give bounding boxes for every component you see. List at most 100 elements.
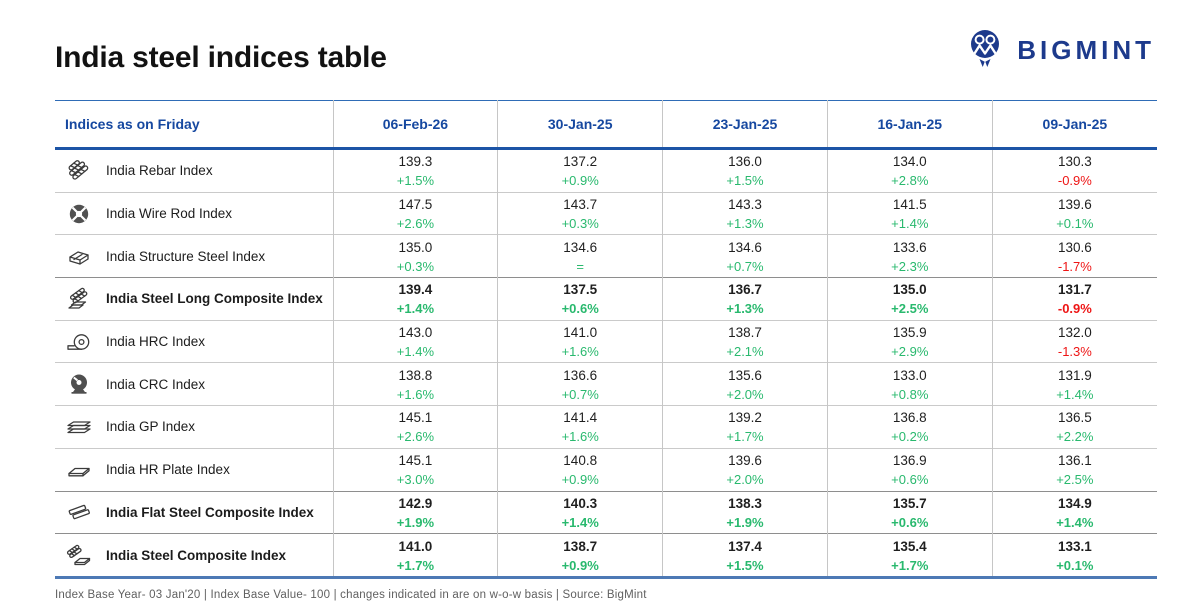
wow-change: +2.0%	[726, 386, 764, 402]
table-row: India HR Plate Index 145.1 +3.0% 140.8 +0.9…	[55, 448, 1157, 491]
index-value: 130.6	[1057, 239, 1092, 255]
wow-change: -0.9%	[1057, 173, 1092, 189]
index-value-cell: 130.3 -0.9%	[991, 148, 1157, 193]
index-value-cell: 134.9 +1.4%	[991, 491, 1157, 534]
index-value-cell: 134.6 +0.7%	[662, 234, 828, 278]
table-row: India Wire Rod Index 147.5 +2.6% 143.7 +0.3…	[55, 192, 1157, 235]
index-value-cell: 143.0 +1.4%	[332, 320, 498, 363]
index-value-cell: 139.6 +2.0%	[662, 448, 828, 491]
long-steel-stack-icon	[66, 286, 92, 312]
index-value-cell: 139.4 +1.4%	[332, 277, 498, 321]
index-value: 132.0	[1057, 325, 1092, 341]
index-value: 134.0	[892, 154, 927, 170]
index-value-cell: 135.4 +1.7%	[826, 533, 993, 578]
wow-change: +1.6%	[561, 429, 599, 445]
index-value: 143.7	[563, 197, 598, 213]
wow-change: +1.4%	[1056, 386, 1094, 402]
wow-change: -1.3%	[1057, 344, 1092, 360]
wow-change: +1.9%	[726, 514, 764, 530]
column-header-date-3: 23-Jan-25	[662, 100, 828, 150]
steel-indices-table: Indices as on Friday 06-Feb-26 30-Jan-25…	[55, 100, 1157, 579]
wow-change: +1.7%	[891, 557, 929, 573]
table-section: Indices as on Friday 06-Feb-26 30-Jan-25…	[55, 100, 1157, 601]
index-value: 135.0	[398, 239, 433, 255]
index-label-cell: India Rebar Index	[55, 149, 333, 193]
table-row: India GP Index 145.1 +2.6% 141.4 +1.6% 139.2…	[55, 405, 1157, 449]
hr-plate-icon	[66, 457, 92, 483]
index-value: 139.3	[398, 154, 433, 170]
index-value-cell: 137.2 +0.9%	[497, 148, 663, 193]
wow-change: +2.6%	[396, 429, 435, 445]
wow-change: +1.3%	[726, 301, 764, 317]
index-value-cell: 135.0 +0.3%	[332, 234, 498, 278]
index-value-cell: 130.6 -1.7%	[991, 234, 1157, 278]
index-value-cell: 133.6 +2.3%	[826, 234, 993, 278]
index-value: 135.4	[892, 538, 927, 554]
index-label: India Steel Composite Index	[106, 547, 287, 563]
wow-change: +0.6%	[891, 472, 929, 488]
index-value-cell: 145.1 +3.0%	[332, 448, 498, 491]
index-value: 137.2	[563, 154, 598, 170]
index-value: 140.3	[563, 495, 598, 511]
index-value-cell: 139.6 +0.1%	[991, 192, 1157, 235]
index-label: India Flat Steel Composite Index	[106, 504, 314, 520]
index-label-cell: India GP Index	[55, 406, 333, 449]
page-title: India steel indices table	[55, 40, 387, 74]
wow-change: +2.9%	[891, 344, 929, 360]
wow-change: +0.1%	[1056, 557, 1094, 573]
flat-steel-stack-icon	[66, 499, 92, 525]
wow-change: =	[576, 258, 584, 274]
wow-change: +0.6%	[561, 301, 599, 317]
index-value: 145.1	[398, 410, 433, 426]
index-value-cell: 135.0 +2.5%	[826, 277, 993, 321]
wow-change: +3.0%	[396, 472, 435, 488]
index-label: India CRC Index	[106, 376, 206, 392]
index-value-cell: 136.9 +0.6%	[826, 448, 993, 491]
wow-change: +1.4%	[396, 301, 435, 317]
index-value-cell: 143.7 +0.3%	[497, 192, 663, 235]
hrc-coil-icon	[66, 329, 92, 355]
index-value-cell: 131.9 +1.4%	[991, 362, 1157, 406]
index-value-cell: 133.1 +0.1%	[991, 533, 1157, 578]
index-value-cell: 135.6 +2.0%	[662, 362, 828, 406]
footnote: Index Base Year- 03 Jan'20 | Index Base …	[55, 588, 647, 601]
column-header-date-4: 16-Jan-25	[826, 100, 993, 150]
wow-change: +1.4%	[561, 514, 599, 530]
index-value-cell: 136.7 +1.3%	[662, 277, 828, 321]
index-value: 130.3	[1057, 154, 1092, 170]
wow-change: +1.3%	[726, 216, 764, 232]
wow-change: +2.0%	[726, 472, 764, 488]
index-value: 134.6	[728, 239, 762, 255]
index-value: 133.6	[892, 239, 927, 255]
index-value: 138.8	[398, 367, 433, 383]
index-label: India HR Plate Index	[106, 462, 230, 478]
wow-change: +2.2%	[1056, 429, 1094, 445]
wow-change: +0.7%	[561, 386, 599, 402]
index-value: 134.6	[563, 239, 598, 255]
index-value: 147.5	[398, 197, 433, 213]
index-value: 143.3	[728, 197, 762, 213]
index-value-cell: 140.3 +1.4%	[497, 491, 663, 534]
index-label: India Structure Steel Index	[106, 248, 266, 264]
column-header-date-2: 30-Jan-25	[497, 100, 663, 150]
index-value: 131.9	[1057, 367, 1092, 383]
bigmint-logo: BIGMINT	[962, 26, 1155, 75]
table-row: India Steel Long Composite Index 139.4 +1…	[55, 277, 1157, 321]
index-value: 136.8	[892, 410, 927, 426]
wire-rod-coil-icon	[66, 201, 92, 227]
index-value: 136.5	[1057, 410, 1092, 426]
wow-change: +1.5%	[396, 173, 435, 189]
index-label-cell: India HRC Index	[55, 320, 333, 363]
index-label: India Wire Rod Index	[106, 206, 233, 222]
index-value: 133.1	[1057, 538, 1092, 554]
wow-change: +0.9%	[561, 472, 599, 488]
index-value: 139.6	[728, 453, 762, 469]
wow-change: +0.3%	[561, 216, 599, 232]
index-value: 141.0	[398, 538, 433, 554]
index-label-cell: India Flat Steel Composite Index	[55, 491, 333, 534]
table-header-row: Indices as on Friday 06-Feb-26 30-Jan-25…	[55, 100, 1157, 150]
wow-change: -0.9%	[1057, 301, 1092, 317]
index-value: 142.9	[398, 495, 433, 511]
wow-change: +1.4%	[396, 344, 435, 360]
index-value: 140.8	[563, 453, 598, 469]
